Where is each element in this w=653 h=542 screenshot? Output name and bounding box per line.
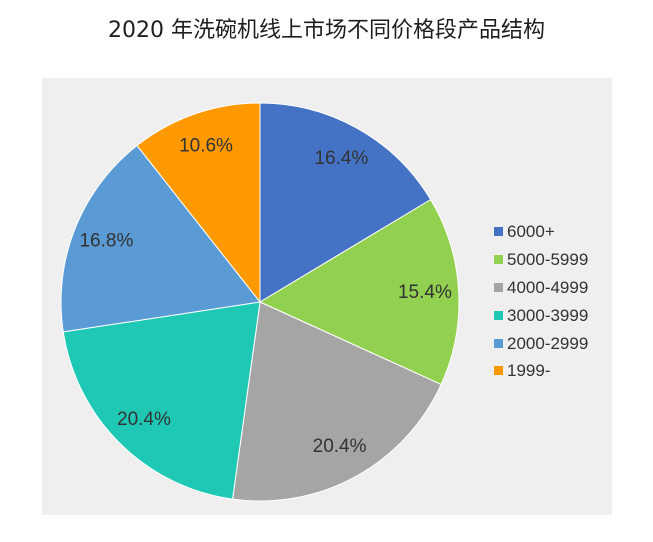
legend-swatch: [494, 338, 503, 348]
pie-slice-5000-5999: [258, 198, 460, 386]
legend-swatch: [494, 282, 503, 292]
legend-swatch: [494, 310, 503, 320]
pie-slice-4000-4999: [232, 301, 442, 502]
data-label-3000-3999: 20.4%: [117, 409, 171, 430]
legend: 6000+ 5000-5999 4000-4999 3000-3999 2000-299…: [494, 218, 606, 385]
legend-label: 2000-2999: [507, 333, 589, 353]
legend-swatch: [494, 255, 503, 265]
legend-swatch: [494, 366, 503, 376]
legend-item-2000-2999: 2000-2999: [494, 329, 606, 357]
pie-slice-2000-2999: [60, 144, 261, 333]
data-label-6000-plus: 16.4%: [314, 148, 368, 169]
pie-slice-3000-3999: [62, 301, 261, 500]
data-label-1999-and-below: 10.6%: [179, 135, 233, 156]
plot-area: 16.4% 15.4% 20.4% 20.4% 16.8% 10.6% 6000+ 5000…: [42, 78, 612, 515]
data-label-2000-2999: 16.8%: [79, 231, 133, 252]
legend-item-1999-and-below: 1999-: [494, 357, 606, 385]
legend-item-6000-plus: 6000+: [494, 218, 606, 246]
legend-item-5000-5999: 5000-5999: [494, 246, 606, 274]
legend-label: 1999-: [507, 361, 551, 381]
legend-label: 6000+: [507, 222, 555, 242]
pie-chart: 16.4% 15.4% 20.4% 20.4% 16.8% 10.6%: [60, 102, 460, 502]
chart-title: 2020 年洗碗机线上市场不同价格段产品结构: [108, 18, 545, 43]
legend-item-4000-4999: 4000-4999: [494, 274, 606, 302]
legend-label: 4000-4999: [507, 277, 589, 297]
legend-label: 3000-3999: [507, 305, 589, 325]
pie-slice-6000-plus: [259, 102, 432, 303]
legend-label: 5000-5999: [507, 250, 589, 270]
pie-slice-1999-and-below: [136, 102, 261, 304]
legend-item-3000-3999: 3000-3999: [494, 301, 606, 329]
data-label-5000-5999: 15.4%: [398, 282, 452, 303]
legend-swatch: [494, 227, 503, 237]
data-label-4000-4999: 20.4%: [313, 436, 367, 457]
